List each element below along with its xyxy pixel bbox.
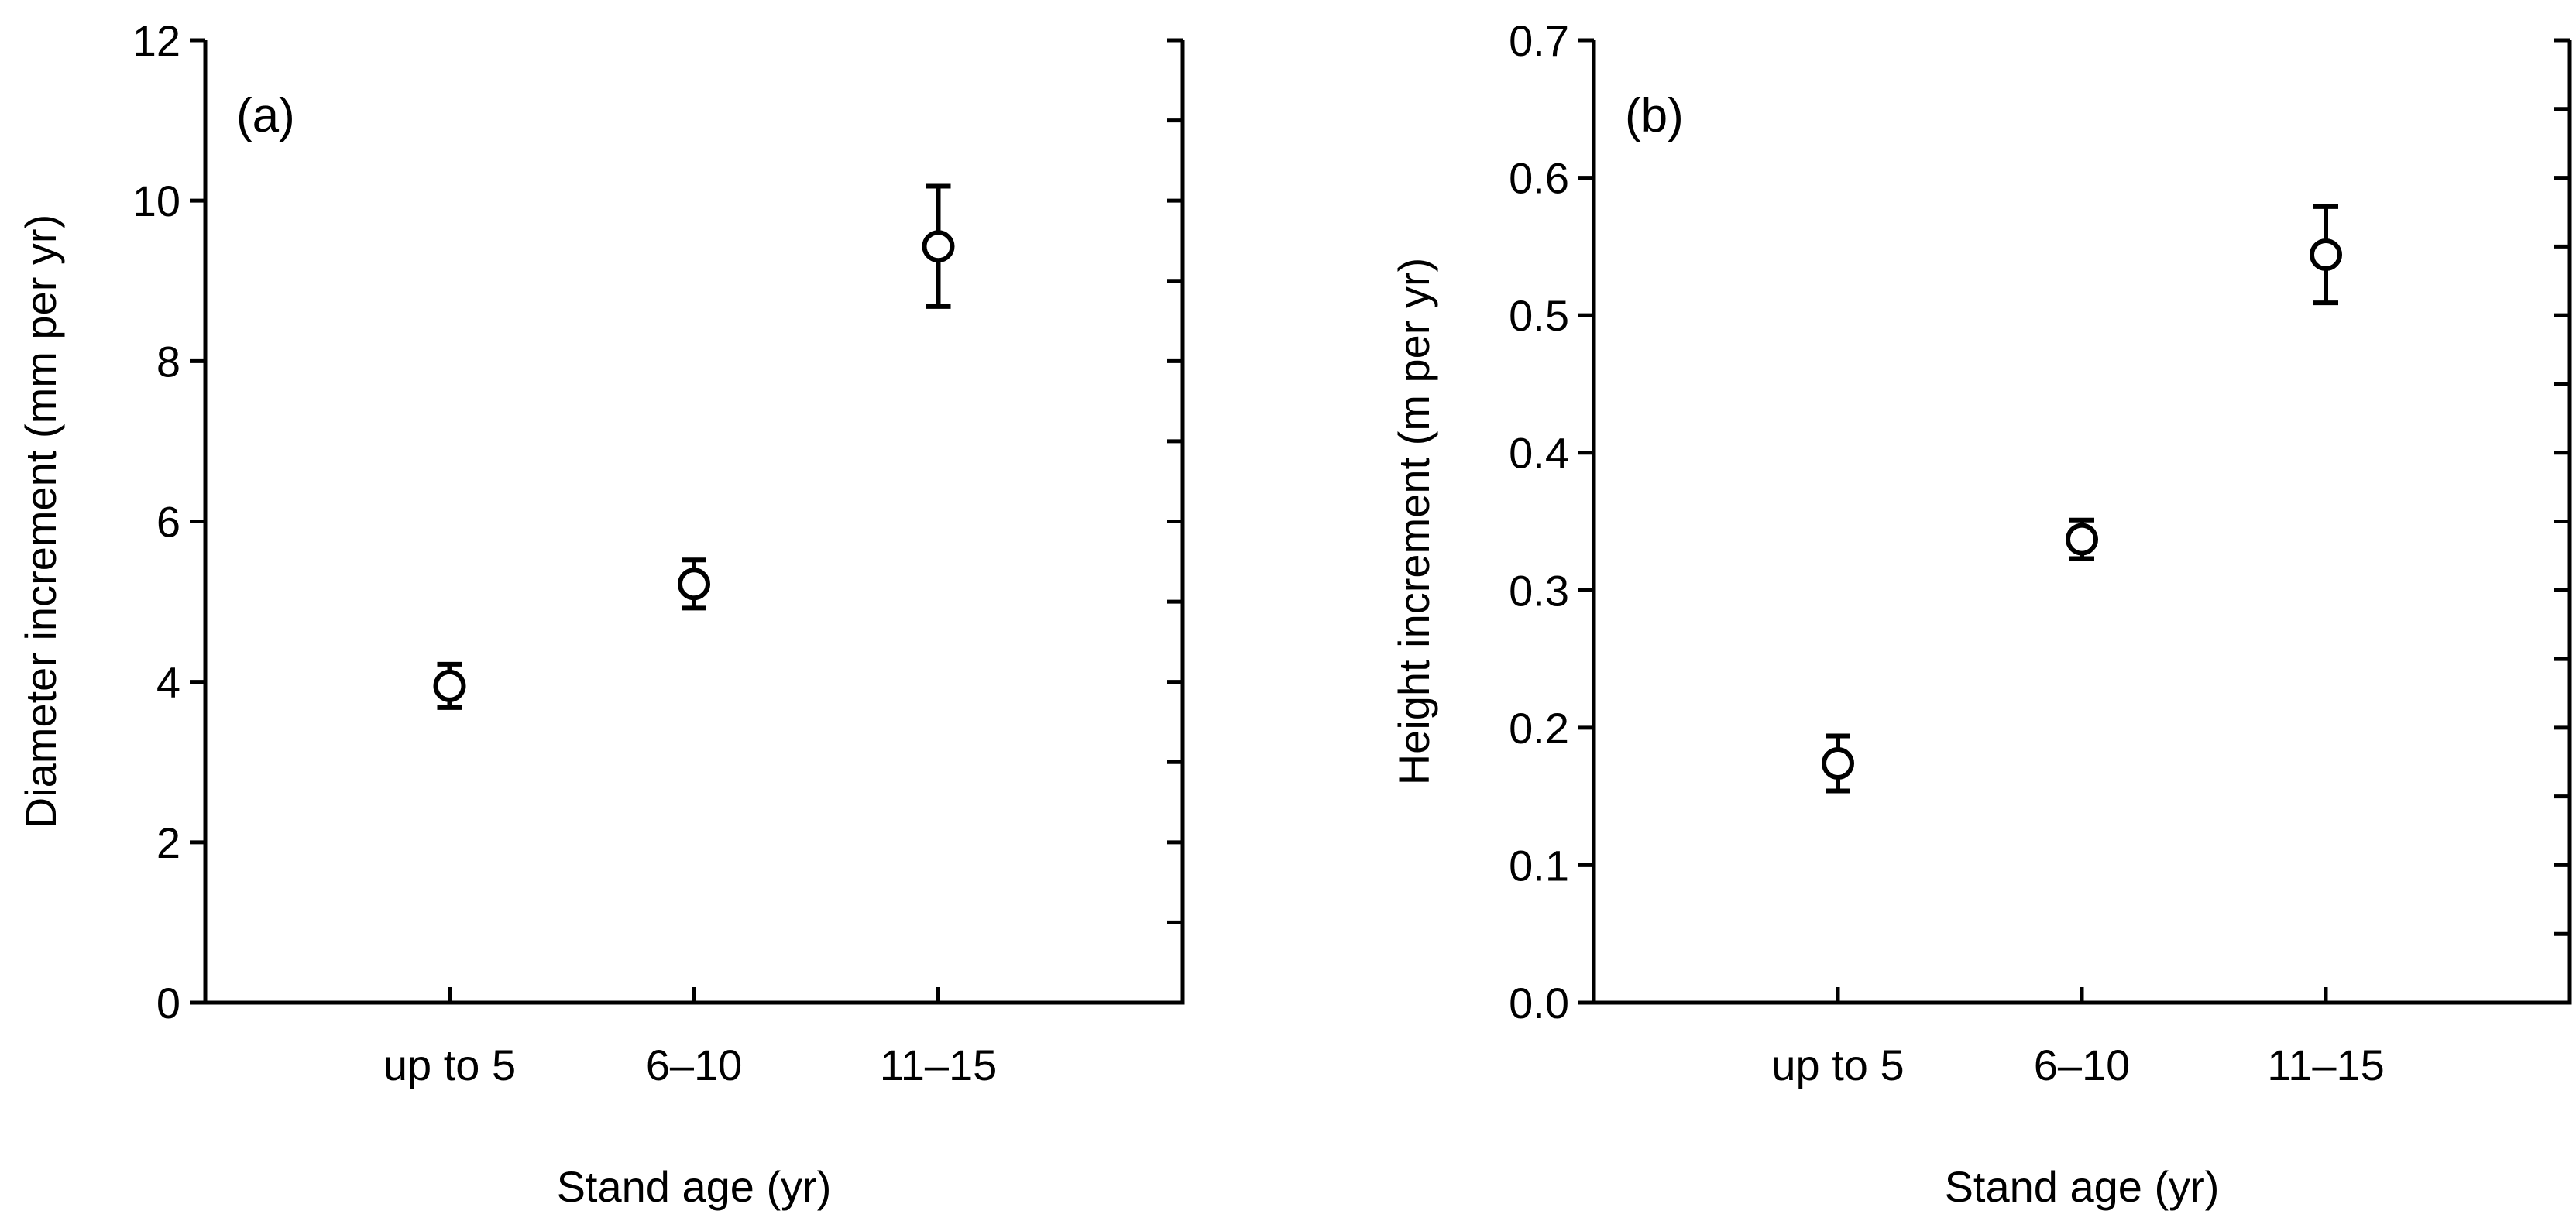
y-axis-label: Diameter increment (mm per yr): [16, 214, 65, 828]
panel-b: 0.0 0.1 0.2 0.3 0.4 0.5 0.6 0.7 up to 5 6–10 11–15…: [1389, 16, 2572, 1211]
data-point: [678, 568, 710, 601]
x-axis-label: Stand age (yr): [1945, 1162, 2220, 1211]
x-tick-label: up to 5: [383, 1041, 516, 1089]
y-tick-label: 2: [156, 818, 180, 867]
x-tick-label: 6–10: [646, 1041, 743, 1089]
y-axis-label: Height increment (m per yr): [1389, 258, 1438, 786]
data-point: [2310, 238, 2342, 272]
data-point: [922, 230, 955, 263]
y-tick-label: 0: [156, 979, 180, 1027]
y-tick-label: 12: [132, 16, 180, 65]
y-tick-label: 0.1: [1509, 841, 1569, 890]
y-tick-label: 0.2: [1509, 704, 1569, 753]
x-tick-label: 11–15: [2267, 1041, 2385, 1089]
y-tick-label: 8: [156, 337, 180, 386]
x-tick-label: 6–10: [2034, 1041, 2131, 1089]
axes-frame: [203, 40, 1185, 1005]
y-tick-label: 4: [156, 658, 180, 707]
y-tick-label: 0.0: [1509, 979, 1569, 1027]
y-tick-label: 0.3: [1509, 566, 1569, 615]
x-axis-label: Stand age (yr): [557, 1162, 832, 1211]
x-tick-label: up to 5: [1771, 1041, 1904, 1089]
data-point: [433, 669, 466, 702]
data-point: [2066, 523, 2098, 556]
y-tick-label: 0.4: [1509, 429, 1569, 478]
panel-label: (b): [1625, 89, 1684, 142]
y-tick-label: 0.5: [1509, 291, 1569, 340]
y-tick-label: 0.6: [1509, 154, 1569, 203]
x-tick-label: 11–15: [880, 1041, 998, 1089]
panel-label: (a): [236, 89, 295, 142]
data-point: [1822, 747, 1854, 780]
y-tick-label: 6: [156, 498, 180, 547]
panel-a: 0 2 4 6 8 10 12 up to 5 6–10 11–15 Stand age (yr) D…: [16, 16, 1185, 1211]
y-tick-label: 10: [132, 177, 180, 225]
y-tick-label: 0.7: [1509, 16, 1569, 65]
